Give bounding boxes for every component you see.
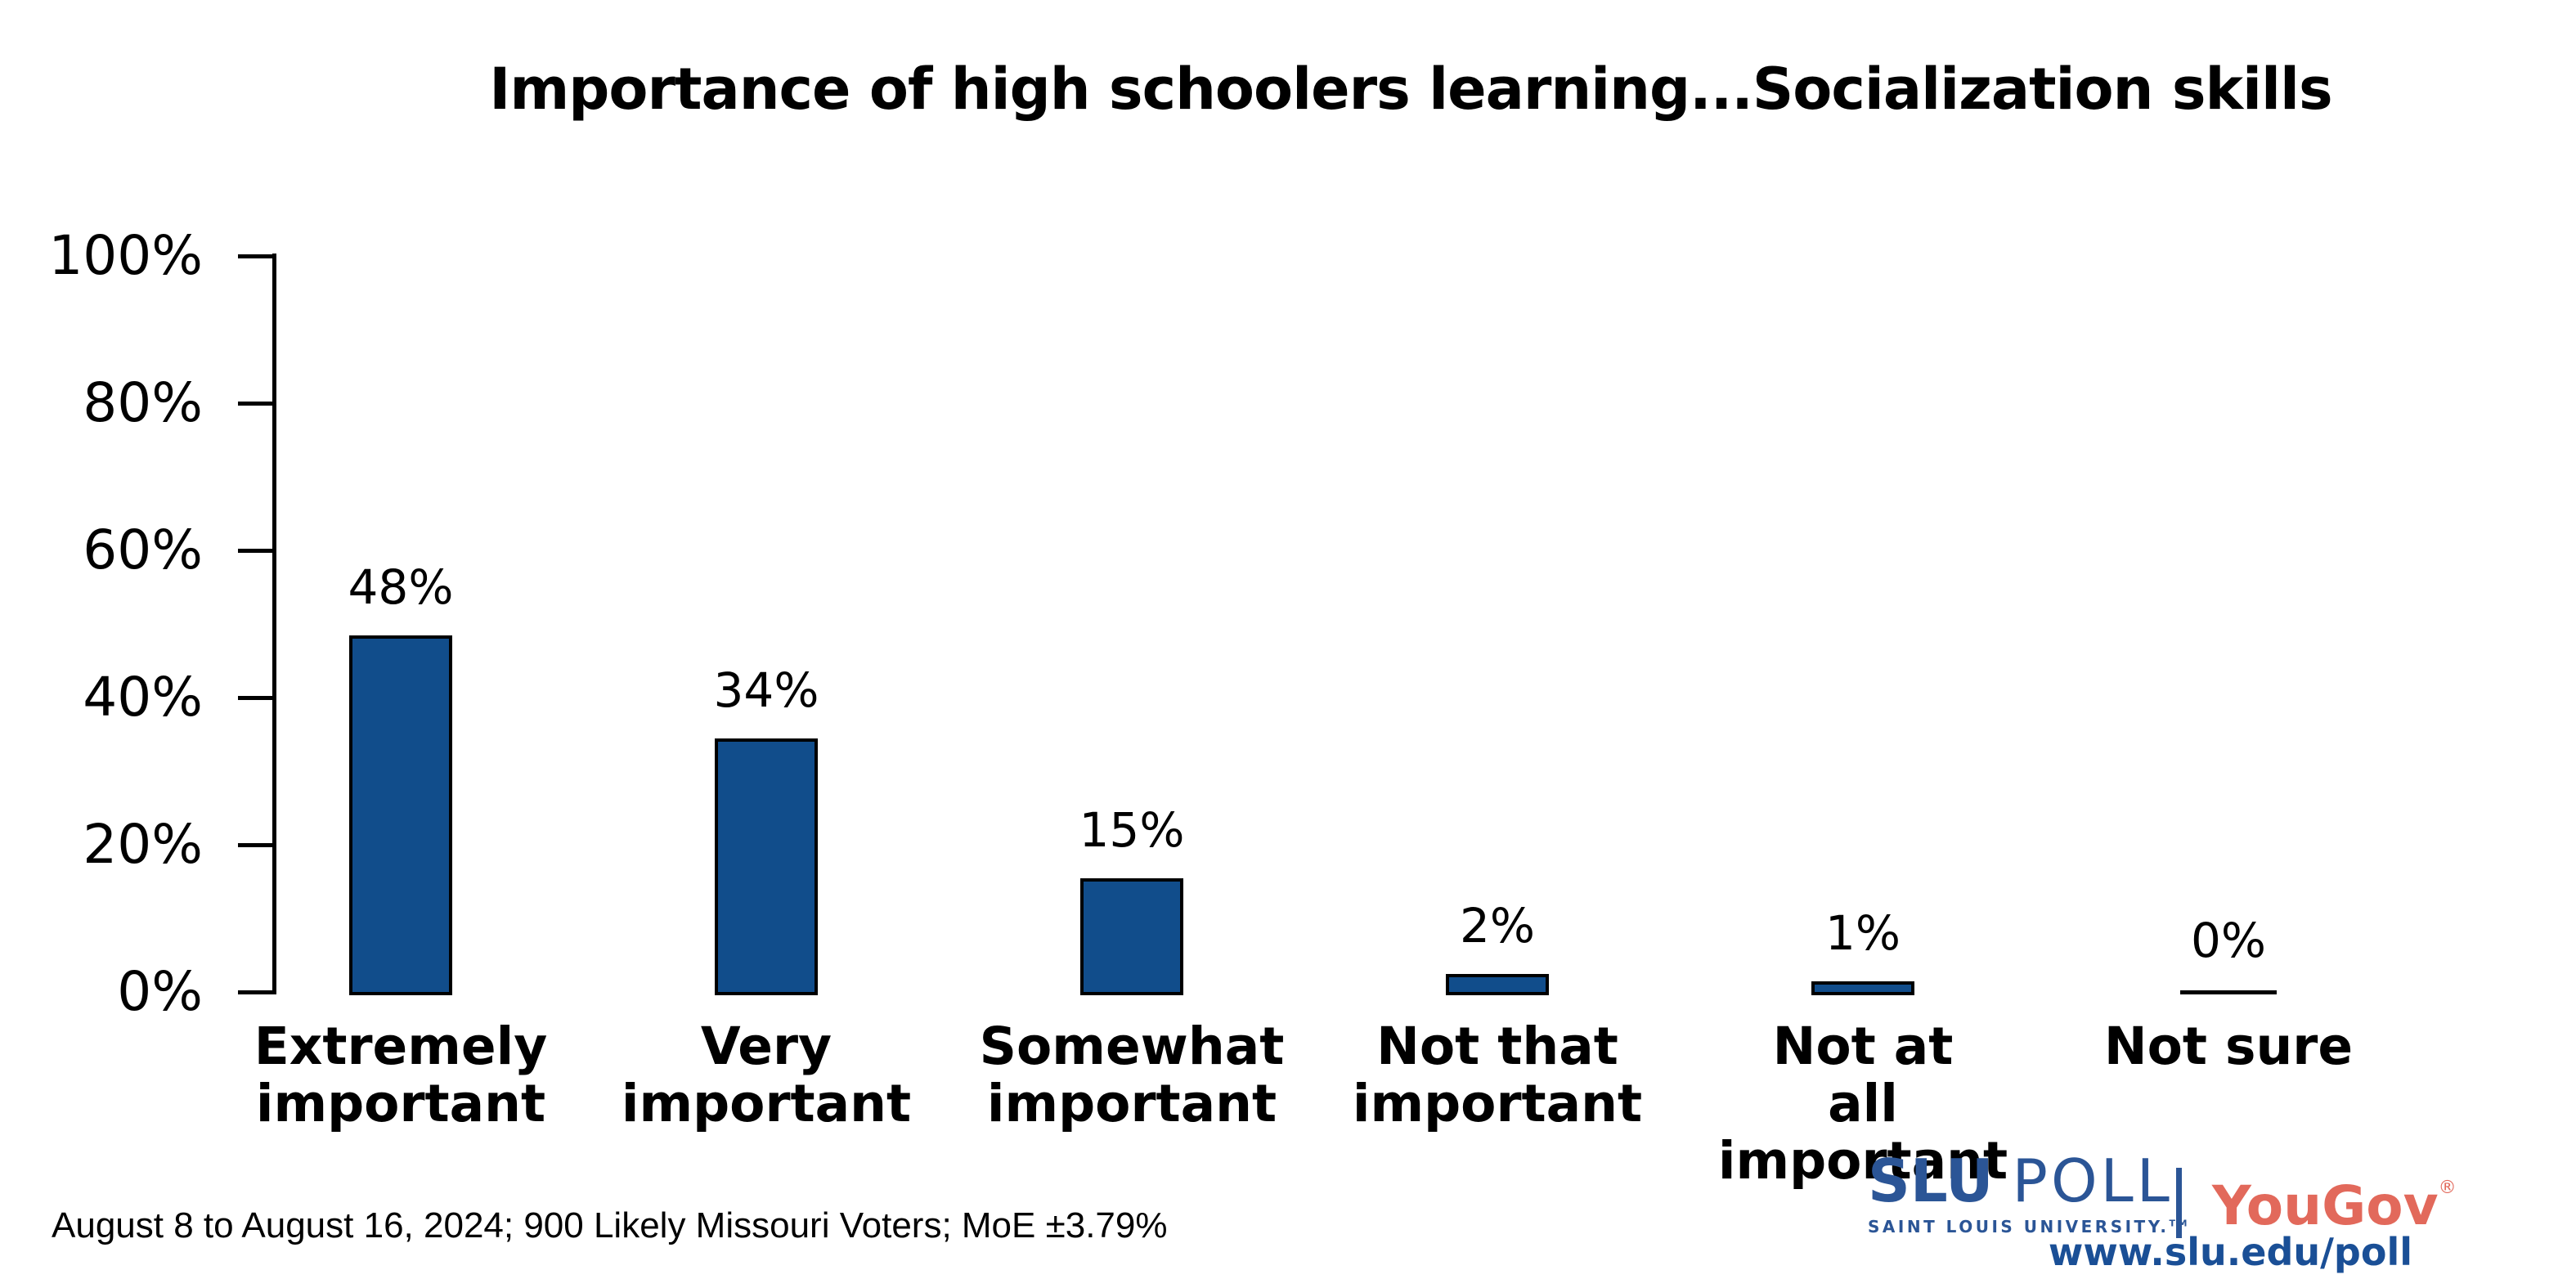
bar-category-label: Not sure — [2046, 1018, 2411, 1075]
bar-category-line: Not at — [1772, 1016, 1954, 1076]
bar-category-line: Not sure — [2103, 1016, 2354, 1076]
bar-zero-line — [2180, 990, 2277, 994]
bar — [1811, 981, 1914, 995]
bar-category-line: important — [986, 1074, 1277, 1133]
bar-category-line: important — [255, 1074, 546, 1133]
bar-value-label: 2% — [1459, 898, 1535, 954]
slu-poll-url: www.slu.edu/poll — [2048, 1230, 2412, 1274]
y-tick-label: 0% — [117, 960, 203, 1023]
bar-category-line: Extremely — [254, 1016, 548, 1076]
bar — [1446, 974, 1549, 995]
y-tick — [238, 696, 275, 700]
slu-poll-wordmark: SLU POLL — [1868, 1151, 2190, 1210]
bar-category-label: Very important — [584, 1018, 949, 1133]
y-tick — [238, 254, 275, 258]
bar-category-line: Not that — [1376, 1016, 1618, 1076]
source-note: August 8 to August 16, 2024; 900 Likely … — [52, 1205, 1168, 1245]
yougov-registered-mark: ® — [2438, 1178, 2457, 1198]
y-tick-label: 100% — [48, 224, 203, 287]
bar-value-label: 0% — [2190, 913, 2266, 968]
bar — [715, 738, 818, 995]
poll-wordmark: POLL — [2012, 1147, 2173, 1215]
bar-value-label: 34% — [713, 662, 819, 718]
y-tick — [238, 402, 275, 406]
bar-category-line: Very — [700, 1016, 832, 1076]
slu-subtitle-text: SAINT LOUIS UNIVERSITY. — [1868, 1217, 2170, 1236]
bar-category-line: important — [1352, 1074, 1643, 1133]
y-tick-label: 40% — [83, 666, 203, 729]
bar-value-label: 48% — [348, 559, 454, 615]
y-tick-label: 20% — [83, 813, 203, 876]
logo-divider-bar — [2176, 1168, 2182, 1238]
yougov-logo: YouGov® — [2212, 1161, 2457, 1233]
y-tick — [238, 990, 275, 994]
y-tick — [238, 549, 275, 553]
bar — [349, 635, 452, 995]
bar-category-label: Somewhat important — [949, 1018, 1314, 1133]
y-tick-label: 80% — [83, 371, 203, 434]
bar-category-label: Extremely important — [218, 1018, 583, 1133]
bar-value-label: 1% — [1824, 905, 1901, 961]
bar-category-label: Not that important — [1315, 1018, 1680, 1133]
slu-subtitle: SAINT LOUIS UNIVERSITY.TM — [1868, 1217, 2190, 1236]
bar-value-label: 15% — [1079, 802, 1185, 858]
y-axis-line — [272, 254, 276, 994]
bar-category-line: important — [621, 1074, 912, 1133]
yougov-wordmark: YouGov — [2212, 1174, 2439, 1237]
bar-category-line: all important — [1717, 1074, 2008, 1191]
bar — [1080, 878, 1183, 995]
bar-category-label: Not at all important — [1681, 1018, 2045, 1190]
y-tick — [238, 843, 275, 847]
slu-wordmark-bold: SLU — [1868, 1147, 1994, 1215]
slu-poll-logo: SLU POLL SAINT LOUIS UNIVERSITY.TM — [1868, 1151, 2190, 1236]
chart-title: Importance of high schoolers learning...… — [489, 56, 2332, 123]
y-tick-label: 60% — [83, 518, 203, 581]
bar-category-line: Somewhat — [979, 1016, 1285, 1076]
